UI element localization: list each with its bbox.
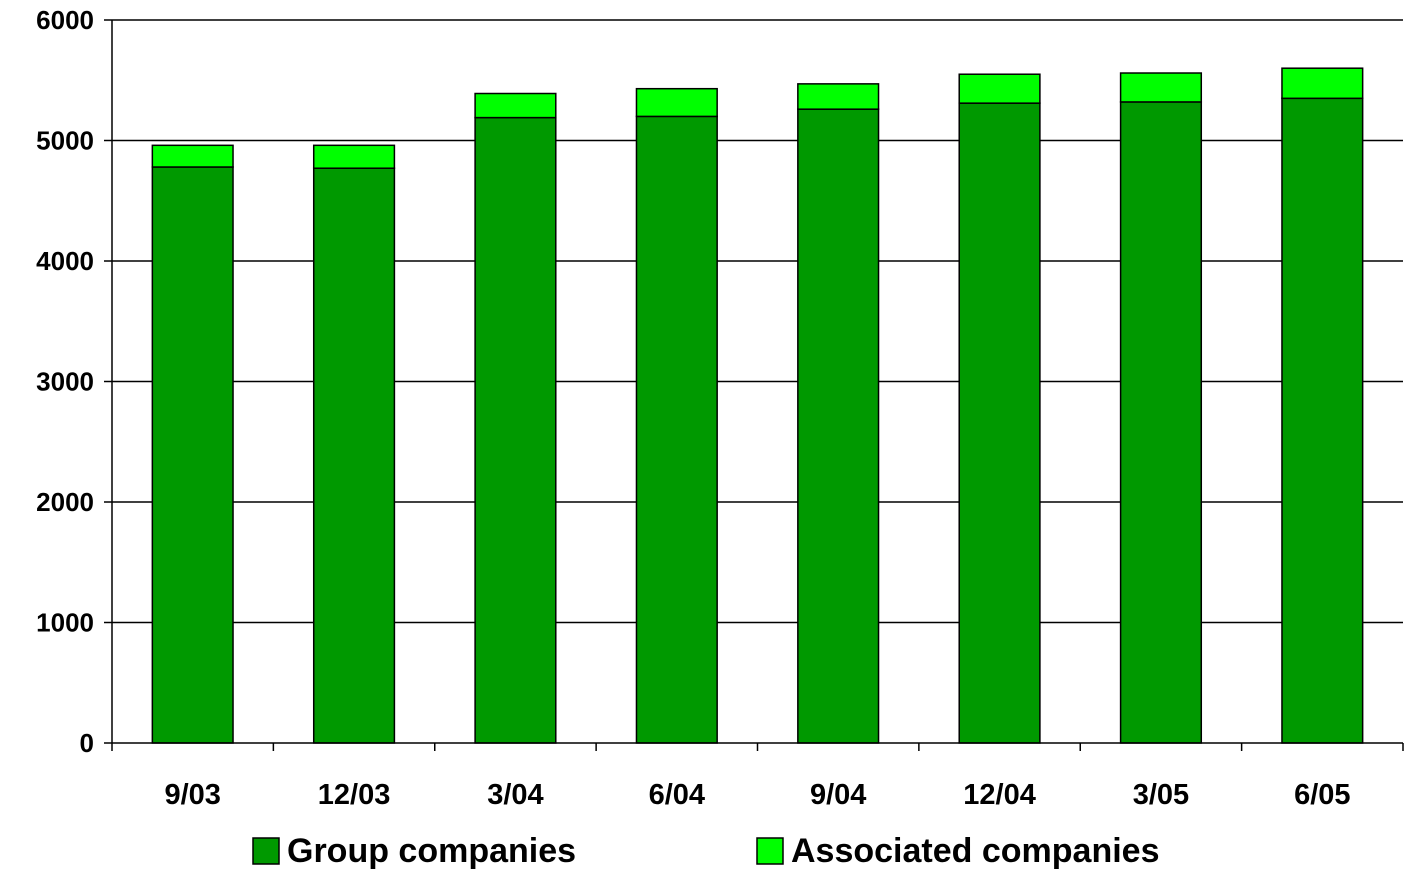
bar-group-companies (312, 167, 396, 744)
x-tick-label: 6/04 (649, 779, 705, 811)
y-tick-label: 4000 (36, 246, 94, 276)
x-tick-labels: 9/03 12/03 3/04 6/04 9/04 12/04 3/05 6/05 (164, 779, 1350, 811)
axes (104, 19, 1404, 751)
bar-associated-companies (1119, 72, 1203, 103)
bar-group-companies (1281, 97, 1364, 744)
x-tick-label: 12/04 (963, 779, 1036, 811)
bar-associated-companies (312, 144, 396, 169)
y-tick-label: 1000 (36, 608, 94, 638)
bar-group-companies (474, 116, 557, 744)
grid-lines (112, 19, 1403, 624)
bar-associated-companies (635, 87, 718, 118)
y-tick-labels: 0 1000 2000 3000 4000 5000 6000 (36, 5, 94, 758)
x-tick-label: 3/05 (1133, 779, 1189, 811)
bar-group-companies (797, 108, 880, 744)
x-tick-label: 3/04 (487, 779, 543, 811)
bar-associated-companies (1281, 67, 1364, 100)
legend: Group companies Associated companies (252, 832, 1159, 870)
y-tick-label: 0 (80, 728, 94, 758)
y-tick-label: 2000 (36, 487, 94, 517)
bar-group-companies (635, 115, 718, 744)
bar-associated-companies (474, 92, 557, 119)
x-tick-label: 6/05 (1294, 779, 1350, 811)
x-tick-label: 9/04 (810, 779, 866, 811)
legend-label: Group companies (287, 832, 576, 870)
bar-associated-companies (958, 73, 1041, 104)
y-tick-label: 3000 (36, 367, 94, 397)
x-tick-label: 12/03 (318, 779, 391, 811)
bar-associated-companies (151, 144, 234, 168)
legend-swatch (756, 837, 784, 865)
legend-label: Associated companies (791, 832, 1159, 870)
y-tick-label: 5000 (36, 126, 94, 156)
legend-swatch (252, 837, 280, 865)
bar-group-companies (958, 102, 1041, 744)
bar-group-companies (1119, 101, 1203, 744)
x-tick-label: 9/03 (164, 779, 220, 811)
bars (151, 67, 1364, 744)
bar-group-companies (151, 166, 234, 744)
bar-associated-companies (797, 83, 880, 110)
y-tick-label: 6000 (36, 5, 94, 35)
